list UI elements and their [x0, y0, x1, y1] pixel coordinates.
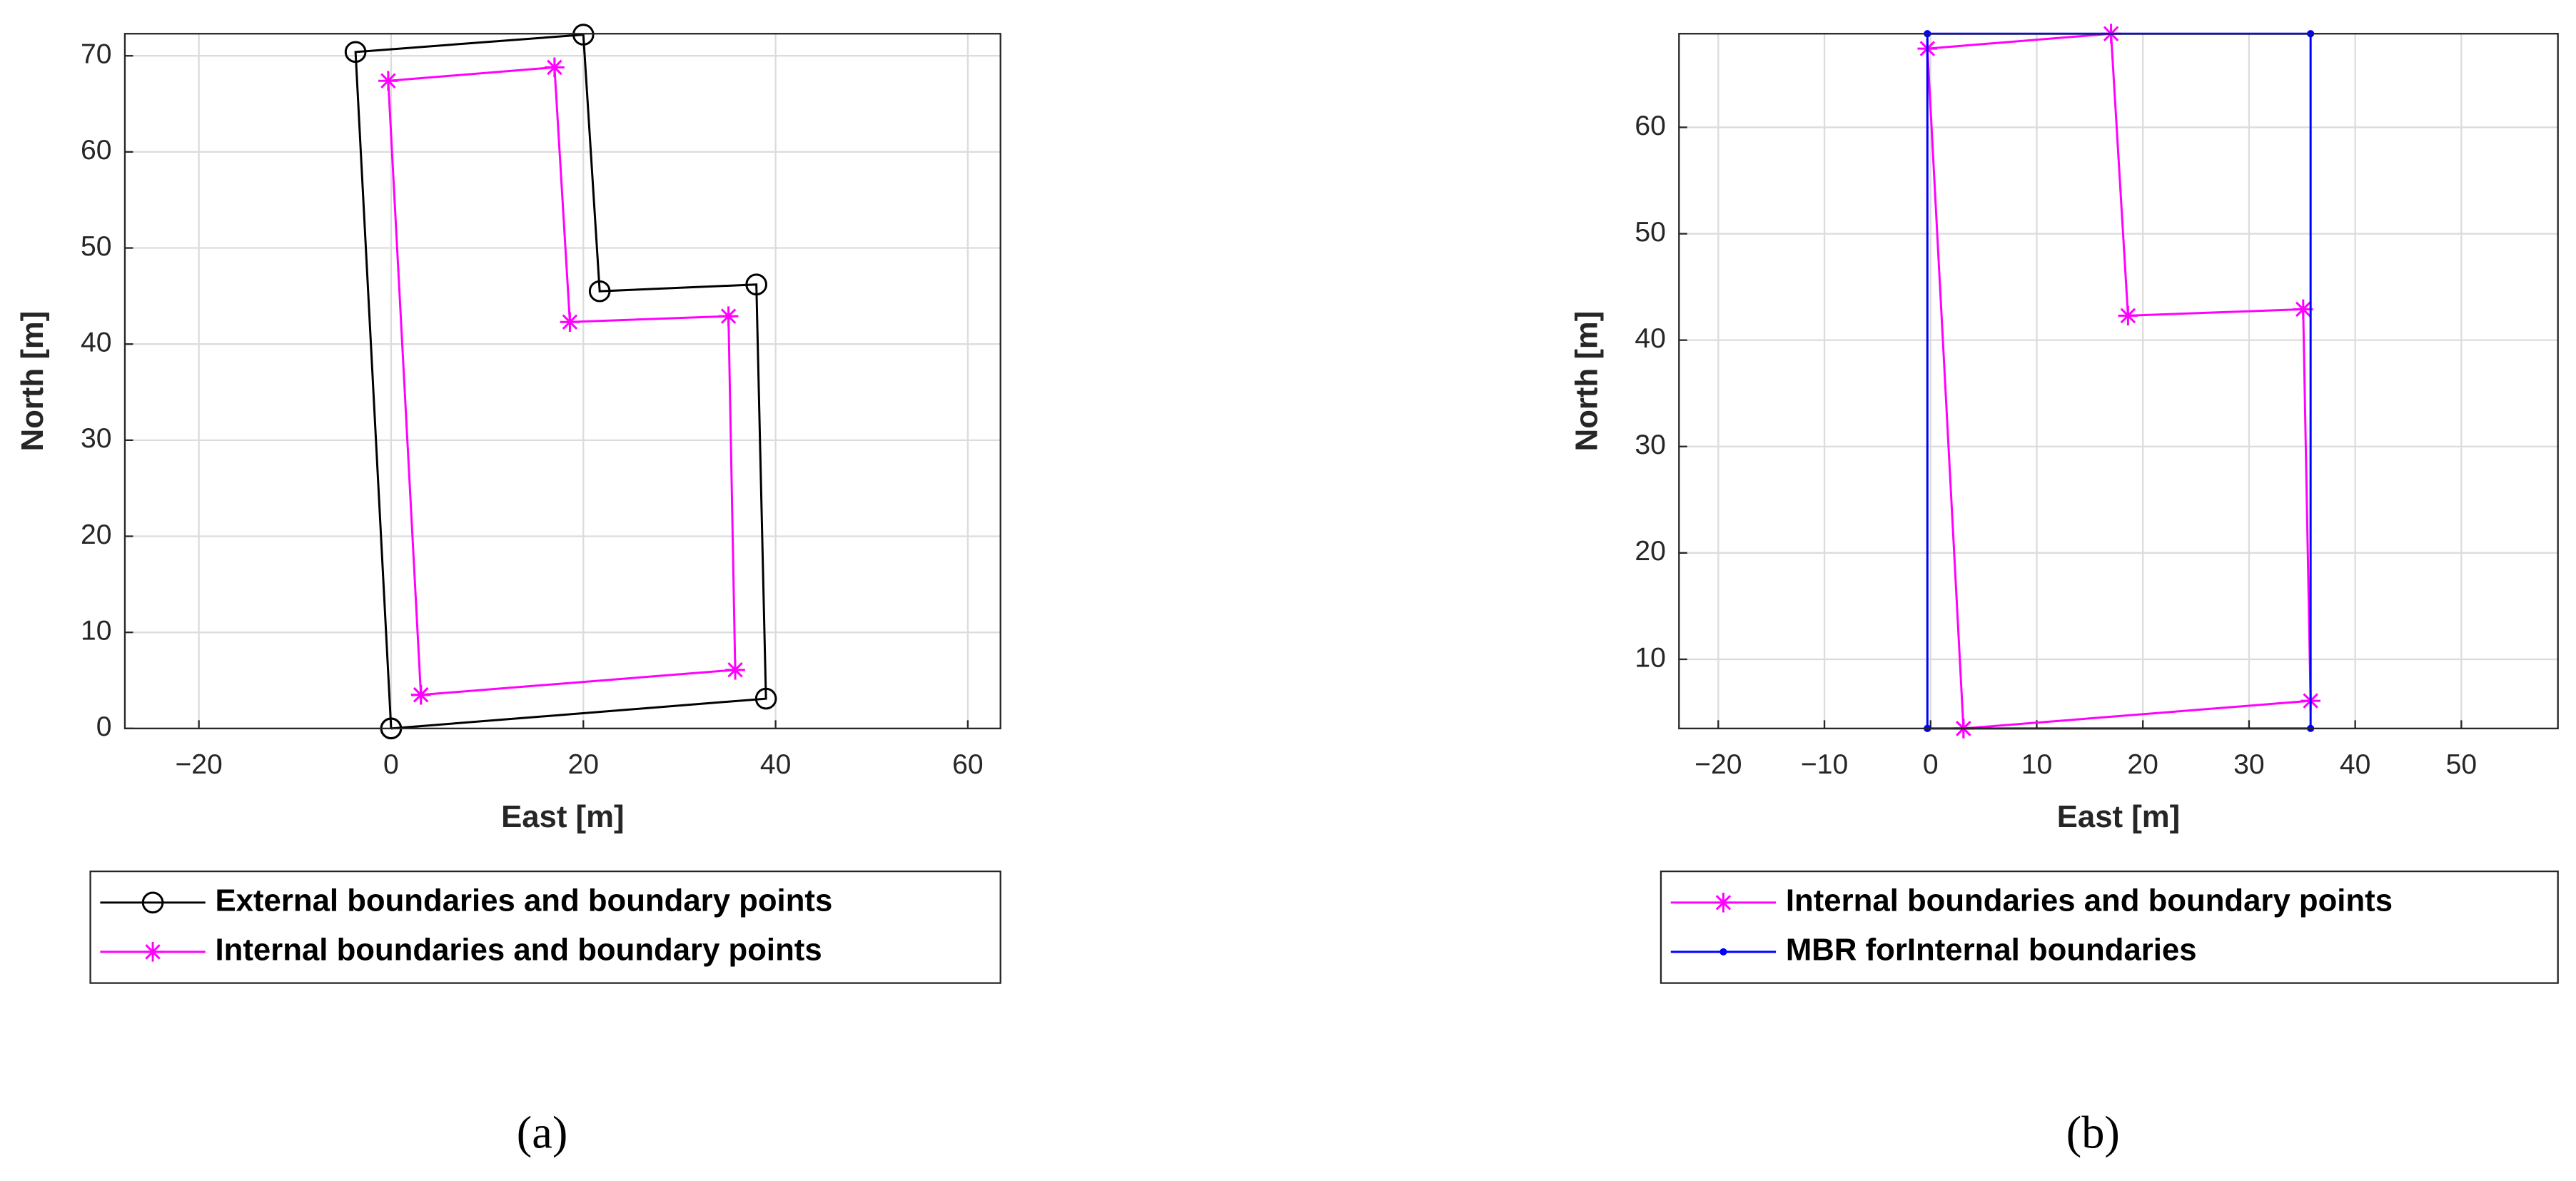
y-tick-label: 40	[1635, 323, 1666, 354]
data-point	[725, 659, 745, 680]
x-tick-label: 40	[760, 749, 792, 780]
data-point	[754, 687, 777, 710]
legend-label: Internal boundaries and boundary points	[216, 932, 822, 967]
y-tick-label: 40	[81, 328, 112, 358]
legend-marker	[1713, 893, 1734, 913]
data-point	[572, 24, 595, 46]
caption: (b)	[2066, 1107, 2120, 1158]
legend-label: Internal boundaries and boundary points	[1786, 883, 2393, 918]
legend-marker	[1719, 948, 1727, 956]
data-point	[588, 280, 611, 303]
legend	[89, 870, 1001, 984]
x-tick-label: −10	[1801, 749, 1848, 780]
y-tick-label: 50	[81, 231, 112, 262]
series-line	[354, 33, 767, 730]
data-point	[2118, 305, 2138, 326]
y-axis-label: North [m]	[1569, 311, 1604, 452]
data-point	[378, 71, 398, 91]
x-tick-label: −20	[175, 749, 222, 780]
y-tick-label: 30	[81, 423, 112, 454]
y-tick-label: 10	[1635, 642, 1666, 673]
y-tick-label: 20	[1635, 536, 1666, 567]
axes-box	[1678, 33, 2559, 729]
legend-label: MBR forInternal boundaries	[1786, 932, 2197, 967]
y-tick-label: 20	[81, 519, 112, 550]
data-point	[745, 273, 767, 296]
y-axis-label: North [m]	[15, 311, 50, 452]
x-tick-label: 40	[2340, 749, 2371, 780]
x-tick-label: 20	[2127, 749, 2158, 780]
y-tick-label: 60	[81, 135, 112, 166]
plot-area	[1679, 34, 2558, 729]
y-tick-label: 0	[96, 711, 112, 742]
data-point	[560, 312, 580, 333]
data-point	[410, 684, 431, 705]
x-tick-label: 50	[2446, 749, 2477, 780]
legend-marker	[143, 942, 163, 962]
x-tick-label: 30	[2233, 749, 2265, 780]
x-tick-label: 0	[383, 749, 399, 780]
y-tick-label: 30	[1635, 430, 1666, 460]
data-point	[344, 41, 367, 64]
y-tick-label: 50	[1635, 217, 1666, 248]
legend-label: External boundaries and boundary points	[216, 883, 833, 918]
y-tick-label: 60	[1635, 111, 1666, 141]
data-point	[718, 306, 739, 326]
x-tick-label: −20	[1694, 749, 1742, 780]
plot-area	[124, 34, 1001, 729]
x-tick-label: 60	[952, 749, 984, 780]
caption: (a)	[517, 1107, 568, 1158]
x-axis-label: East [m]	[501, 799, 624, 834]
legend-marker	[141, 891, 164, 914]
data-point	[2293, 299, 2313, 320]
x-tick-label: 10	[2021, 749, 2053, 780]
x-tick-label: 20	[568, 749, 600, 780]
x-tick-label: 0	[1923, 749, 1939, 780]
legend	[1660, 870, 2559, 984]
data-point	[545, 57, 565, 78]
axes-box	[123, 33, 1001, 729]
y-tick-label: 70	[81, 39, 112, 70]
x-axis-label: East [m]	[2057, 799, 2180, 834]
y-tick-label: 10	[81, 616, 112, 647]
